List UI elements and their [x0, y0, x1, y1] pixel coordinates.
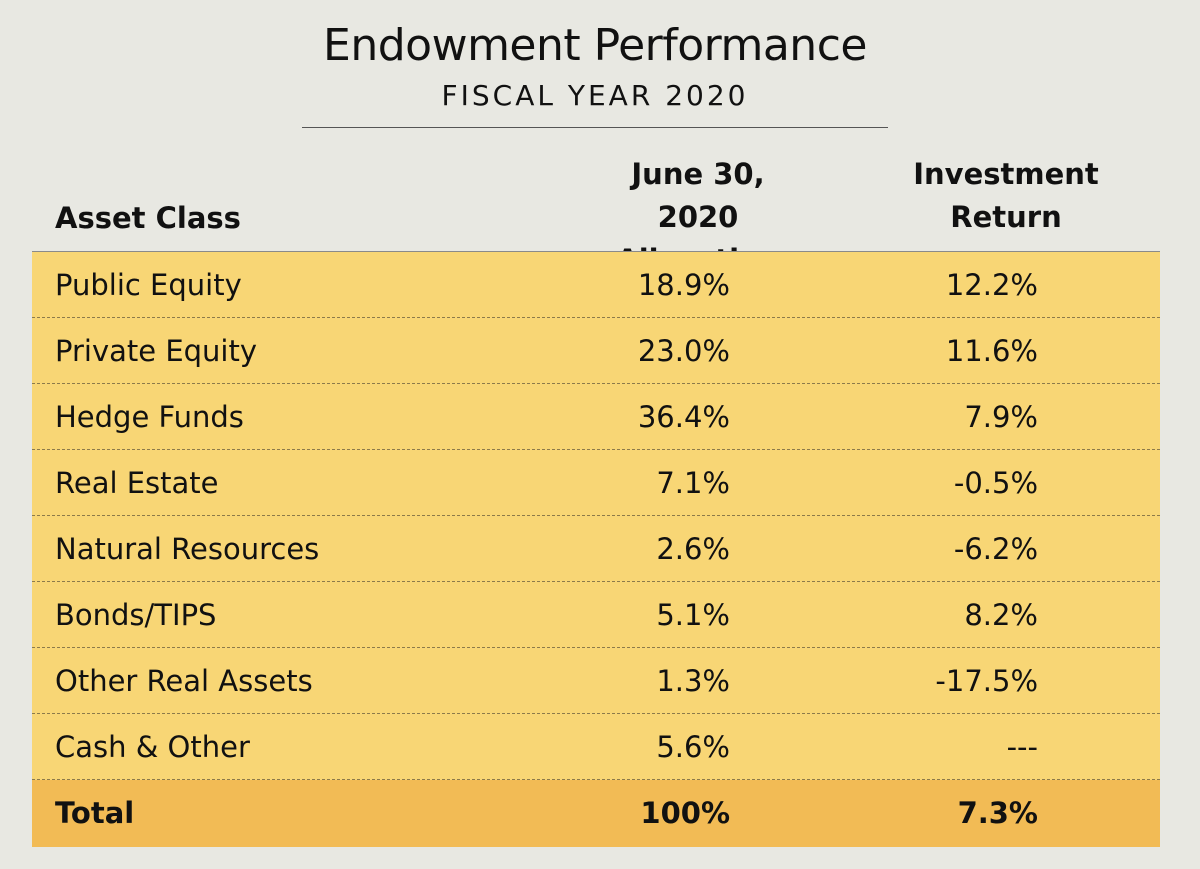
asset-class-cell: Hedge Funds — [55, 400, 244, 434]
allocation-cell: 36.4% — [637, 400, 730, 434]
asset-class-cell: Private Equity — [55, 334, 258, 368]
table-row: Private Equity 23.0% 11.6% — [32, 318, 1160, 384]
return-cell: 8.2% — [964, 598, 1038, 632]
total-row: Total 100% 7.3% — [32, 780, 1160, 847]
table-row: Public Equity 18.9% 12.2% — [32, 252, 1160, 318]
return-cell: 12.2% — [945, 268, 1038, 302]
return-cell: 11.6% — [945, 334, 1038, 368]
table-row: Cash & Other 5.6% --- — [32, 714, 1160, 780]
table-row: Bonds/TIPS 5.1% 8.2% — [32, 582, 1160, 648]
allocation-cell: 23.0% — [637, 334, 730, 368]
column-header-asset-class: Asset Class — [55, 197, 241, 240]
return-cell: --- — [1006, 730, 1038, 764]
performance-table: Public Equity 18.9% 12.2% Private Equity… — [32, 252, 1160, 847]
asset-class-cell: Other Real Assets — [55, 664, 313, 698]
asset-class-cell: Public Equity — [55, 268, 242, 302]
header-divider — [32, 251, 1160, 252]
allocation-cell: 1.3% — [656, 664, 730, 698]
allocation-cell: 5.6% — [656, 730, 730, 764]
chart-title: Endowment Performance — [323, 20, 867, 71]
asset-class-cell: Bonds/TIPS — [55, 598, 217, 632]
table-row: Natural Resources 2.6% -6.2% — [32, 516, 1160, 582]
asset-class-cell: Cash & Other — [55, 730, 250, 764]
return-cell: -6.2% — [953, 532, 1038, 566]
table-row: Real Estate 7.1% -0.5% — [32, 450, 1160, 516]
column-header-return-line2: Return — [950, 200, 1062, 234]
allocation-cell: 7.1% — [656, 466, 730, 500]
title-divider — [302, 127, 888, 128]
asset-class-cell: Natural Resources — [55, 532, 320, 566]
total-allocation: 100% — [640, 796, 730, 830]
table-row: Hedge Funds 36.4% 7.9% — [32, 384, 1160, 450]
chart-subtitle: FISCAL YEAR 2020 — [441, 79, 749, 112]
column-header-return: Investment Return — [900, 153, 1112, 239]
allocation-cell: 18.9% — [637, 268, 730, 302]
column-header-return-line1: Investment — [913, 157, 1099, 191]
table-row: Other Real Assets 1.3% -17.5% — [32, 648, 1160, 714]
column-header-allocation-line1: June 30, 2020 — [631, 157, 765, 234]
allocation-cell: 5.1% — [656, 598, 730, 632]
chart-header: Endowment Performance FISCAL YEAR 2020 — [302, 18, 888, 118]
allocation-cell: 2.6% — [656, 532, 730, 566]
column-header-asset-class-label: Asset Class — [55, 201, 241, 235]
total-return: 7.3% — [957, 796, 1038, 830]
return-cell: -0.5% — [953, 466, 1038, 500]
total-label: Total — [55, 796, 135, 830]
return-cell: -17.5% — [935, 664, 1038, 698]
return-cell: 7.9% — [964, 400, 1038, 434]
asset-class-cell: Real Estate — [55, 466, 219, 500]
